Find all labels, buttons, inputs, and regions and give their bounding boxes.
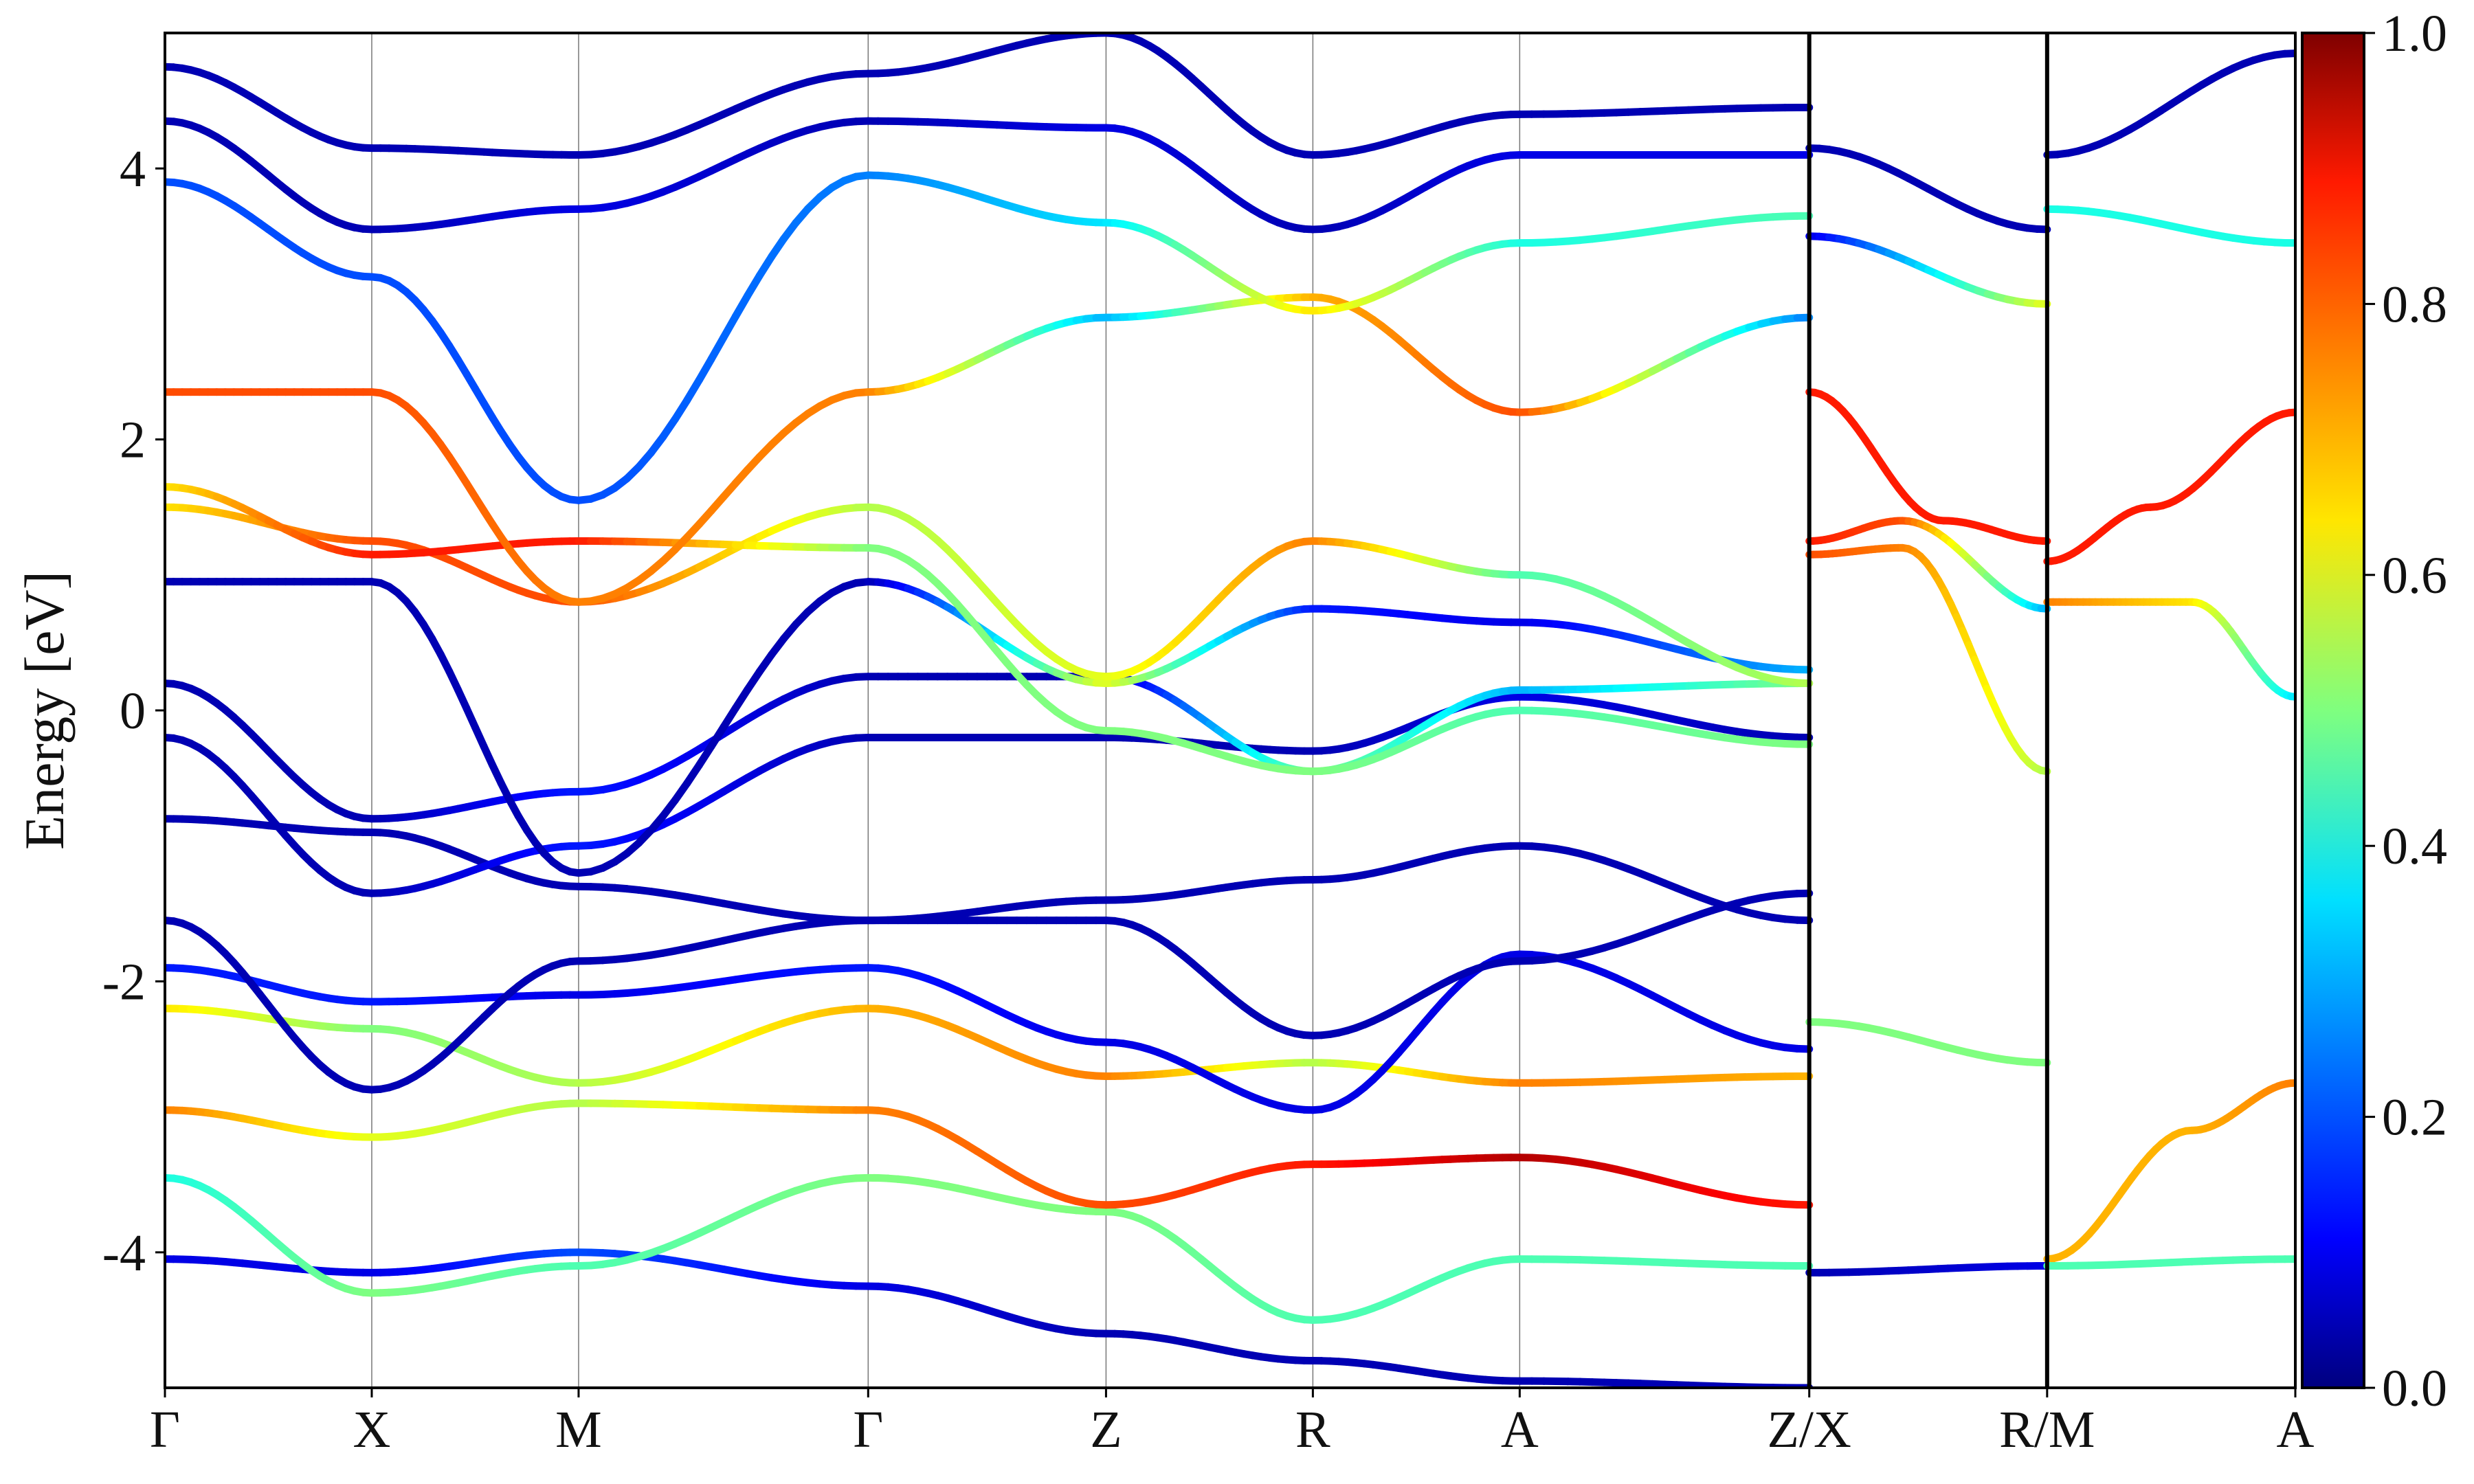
band-segment — [695, 355, 715, 384]
band-line — [2043, 49, 2295, 159]
colorbar-tick-label: 0.4 — [2382, 818, 2447, 875]
x-tick-label: Γ — [150, 1401, 180, 1459]
y-tick-label: -4 — [102, 1224, 146, 1282]
band-line — [165, 293, 1814, 606]
band-line — [165, 950, 1814, 1114]
y-axis-title: Energy [eV] — [13, 571, 76, 850]
x-tick-label: Γ — [853, 1401, 883, 1459]
band-line — [165, 693, 1814, 897]
x-tick-label: Z — [1090, 1401, 1122, 1459]
x-axis: Γ X M Γ Z R A Z/X R/M A — [150, 1388, 2315, 1459]
band-segment — [720, 313, 739, 342]
band-lines — [165, 33, 2295, 1388]
y-tick-label: 2 — [120, 412, 146, 469]
band-line — [2043, 1079, 2295, 1263]
band-line — [165, 1248, 1814, 1388]
band-line — [2043, 205, 2295, 247]
x-tick-label: R — [1295, 1401, 1330, 1459]
band-segment — [707, 334, 728, 363]
band-line — [1805, 1262, 2051, 1277]
path-break-lines — [1807, 33, 2049, 1388]
colorbar-gradient — [2301, 32, 2365, 1389]
band-line — [1805, 232, 2051, 308]
band-line — [165, 171, 1814, 504]
colorbar-tick-label: 0.0 — [2382, 1360, 2447, 1417]
x-tick-label: M — [555, 1401, 602, 1459]
band-line — [165, 1099, 1814, 1209]
band-line — [165, 578, 1814, 877]
colorbar: 0.0 0.2 0.4 0.6 0.8 1.0 — [2301, 5, 2447, 1417]
y-tick-label: -2 — [102, 953, 146, 1011]
band-line — [2043, 598, 2295, 701]
colorbar-tick-label: 0.6 — [2382, 547, 2447, 605]
band-line — [1805, 144, 2051, 234]
plot-frame — [164, 32, 2297, 1389]
y-tick-label: 0 — [120, 682, 146, 740]
x-tick-label: X — [353, 1401, 391, 1459]
y-tick-label: 4 — [120, 140, 146, 198]
band-line — [165, 815, 1814, 925]
band-line — [1805, 1018, 2051, 1067]
band-line — [1805, 388, 2051, 545]
band-segment — [731, 291, 752, 321]
colorbar-tick-label: 0.2 — [2382, 1089, 2447, 1147]
band-line — [165, 483, 1814, 776]
x-tick-label: Z/X — [1767, 1401, 1851, 1459]
band-line — [165, 33, 1814, 159]
band-line — [165, 117, 1814, 234]
colorbar-tick-label: 0.8 — [2382, 276, 2447, 333]
band-line — [1805, 543, 2051, 776]
band-line — [165, 1004, 1814, 1087]
band-segment — [683, 376, 704, 404]
band-line — [2043, 1255, 2295, 1270]
colorbar-tick-label: 1.0 — [2382, 5, 2447, 63]
plot-area — [164, 32, 2297, 1389]
band-line — [2043, 408, 2295, 565]
x-tick-label: R/M — [1999, 1401, 2095, 1459]
x-tick-label: A — [1501, 1401, 1539, 1459]
y-axis: -4 -2 0 2 4 — [102, 140, 165, 1282]
band-line — [165, 889, 1814, 1094]
band-line — [165, 1173, 1814, 1324]
x-tick-label: A — [2277, 1401, 2315, 1459]
band-line — [165, 503, 1814, 688]
band-segment — [744, 271, 764, 300]
band-line — [1805, 517, 2051, 613]
colorbar-ticks: 0.0 0.2 0.4 0.6 0.8 1.0 — [2364, 5, 2447, 1417]
